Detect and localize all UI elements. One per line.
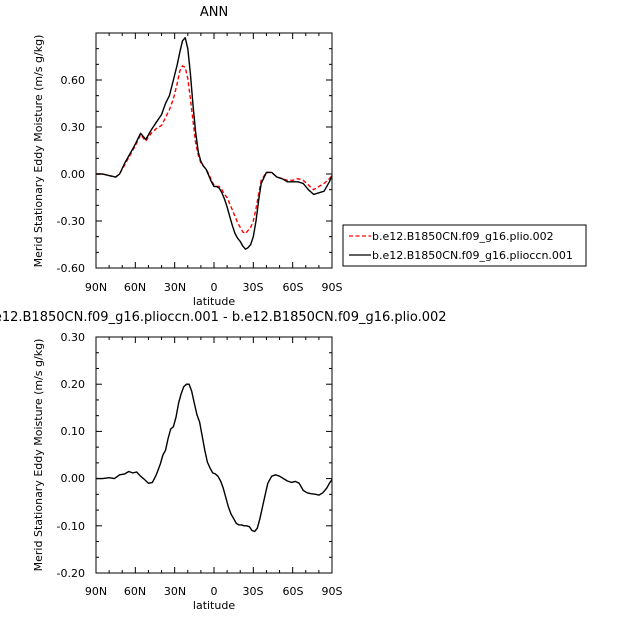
bottom-x-tick-label: 60N bbox=[124, 585, 146, 598]
bottom-panel: b.e12.B1850CN.f09_g16.plioccn.001 - b.e1… bbox=[0, 310, 447, 612]
legend-label-plioccn: b.e12.B1850CN.f09_g16.plioccn.001 bbox=[372, 249, 573, 262]
top-x-ticks: 90N 60N 30N 0 30S 60S 90S bbox=[85, 281, 343, 294]
top-y-tick-label: -0.30 bbox=[57, 215, 85, 228]
bottom-y-tick-label: 0.00 bbox=[61, 472, 86, 485]
bottom-y-tick-label: 0.30 bbox=[61, 331, 86, 344]
legend: b.e12.B1850CN.f09_g16.plio.002 b.e12.B18… bbox=[342, 224, 587, 267]
top-x-axis-label: latitude bbox=[193, 295, 235, 308]
bottom-x-tick-label: 30N bbox=[164, 585, 186, 598]
bottom-y-tick-label: -0.20 bbox=[57, 567, 85, 580]
bottom-x-tick-label: 90S bbox=[322, 585, 343, 598]
bottom-series-line-0 bbox=[96, 383, 333, 533]
bottom-x-tick-label: 90N bbox=[85, 585, 107, 598]
top-y-tick-label: 0.00 bbox=[61, 168, 86, 181]
bottom-x-tick-label: 0 bbox=[211, 585, 218, 598]
legend-box bbox=[342, 224, 587, 267]
top-x-tick-label: 90N bbox=[85, 281, 107, 294]
top-panel-title: ANN bbox=[200, 5, 228, 20]
bottom-y-tick-label: 0.20 bbox=[61, 378, 86, 391]
bottom-x-ticks: 90N 60N 30N 0 30S 60S 90S bbox=[85, 585, 343, 598]
top-y-tick-label: -0.60 bbox=[57, 262, 85, 275]
top-series-line-1 bbox=[96, 37, 333, 250]
bottom-x-axis-label: latitude bbox=[193, 599, 235, 612]
top-x-tick-label: 90S bbox=[322, 281, 343, 294]
top-x-tick-label: 60N bbox=[124, 281, 146, 294]
legend-label-plio: b.e12.B1850CN.f09_g16.plio.002 bbox=[372, 230, 554, 243]
bottom-x-tick-label: 60S bbox=[283, 585, 304, 598]
top-x-tick-label: 60S bbox=[283, 281, 304, 294]
bottom-plot-frame bbox=[95, 336, 333, 574]
bottom-y-tick-label: 0.10 bbox=[61, 425, 86, 438]
top-x-tick-label: 0 bbox=[211, 281, 218, 294]
top-x-tick-label: 30S bbox=[243, 281, 264, 294]
top-y-tick-label: 0.30 bbox=[61, 121, 86, 134]
top-x-tick-label: 30N bbox=[164, 281, 186, 294]
bottom-x-tick-label: 30S bbox=[243, 585, 264, 598]
bottom-y-ticks: -0.20 -0.10 0.00 0.10 0.20 0.30 bbox=[57, 331, 85, 580]
top-y-ticks: -0.60 -0.30 0.00 0.30 0.60 bbox=[57, 74, 85, 275]
top-series-line-0 bbox=[96, 65, 333, 235]
bottom-y-tick-label: -0.10 bbox=[57, 520, 85, 533]
top-y-tick-label: 0.60 bbox=[61, 74, 86, 87]
bottom-y-axis-label: Merid Stationary Eddy Moisture (m/s g/kg… bbox=[32, 339, 45, 572]
top-y-axis-label: Merid Stationary Eddy Moisture (m/s g/kg… bbox=[32, 35, 45, 268]
bottom-panel-title: b.e12.B1850CN.f09_g16.plioccn.001 - b.e1… bbox=[0, 310, 447, 325]
top-panel: ANN Merid Stationary Eddy Moisture (m/s … bbox=[32, 5, 343, 308]
